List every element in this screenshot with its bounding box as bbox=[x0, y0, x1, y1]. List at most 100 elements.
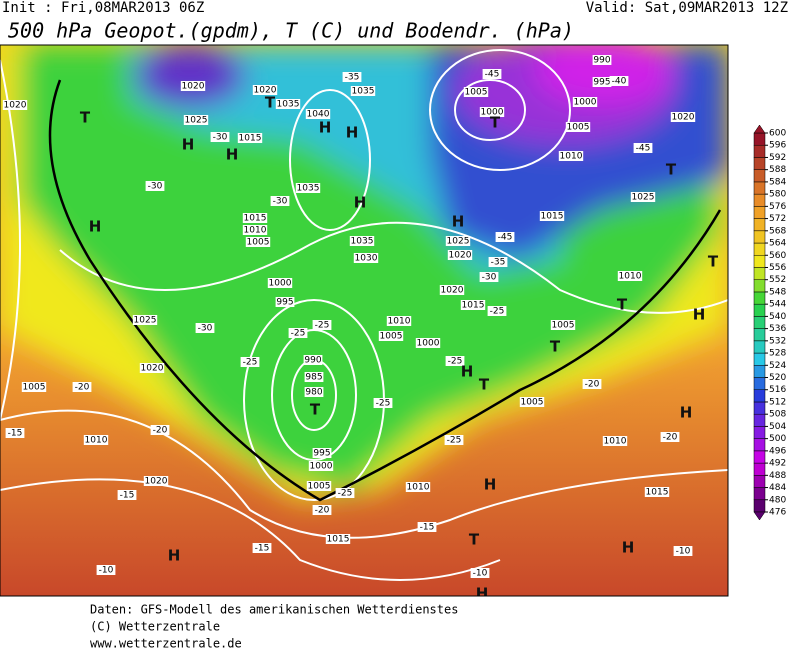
label-box bbox=[470, 568, 490, 578]
isoline-label: 1010 bbox=[407, 483, 430, 493]
colorbar-label: 552 bbox=[769, 275, 786, 285]
colorbar-label: 500 bbox=[769, 434, 786, 444]
label-box bbox=[592, 77, 612, 87]
isoline-label: 1015 bbox=[462, 301, 485, 311]
isoline-label: 1010 bbox=[244, 226, 267, 236]
label-box bbox=[312, 320, 332, 330]
label-box bbox=[143, 476, 169, 486]
pressure-center: H bbox=[622, 539, 635, 557]
colorbar-label: 564 bbox=[769, 239, 786, 249]
label-box bbox=[558, 151, 584, 161]
pressure-center: T bbox=[490, 114, 501, 132]
isoline-label: 980 bbox=[305, 388, 322, 398]
pressure-center: T bbox=[479, 376, 490, 394]
colorbar-label: 508 bbox=[769, 410, 786, 420]
isoline-label: 1010 bbox=[560, 152, 583, 162]
label-box bbox=[245, 237, 271, 247]
isoline-label: -10 bbox=[676, 547, 691, 557]
label-box bbox=[350, 86, 376, 96]
colorbar-label: 536 bbox=[769, 324, 786, 334]
isoline-label: -20 bbox=[315, 506, 330, 516]
colorbar-label: 584 bbox=[769, 177, 786, 187]
colorbar-label: 568 bbox=[769, 226, 786, 236]
colorbar-cell bbox=[753, 487, 766, 501]
isoline-label: 1000 bbox=[481, 108, 504, 118]
colorbar-cell bbox=[753, 389, 766, 403]
isoline-label: 1015 bbox=[239, 134, 262, 144]
colorbar-label: 476 bbox=[769, 508, 786, 518]
isoline-label: 1025 bbox=[185, 116, 208, 126]
label-box bbox=[295, 183, 321, 193]
label-box bbox=[195, 323, 215, 333]
label-box bbox=[252, 85, 278, 95]
label-box bbox=[444, 435, 464, 445]
isoline-label: 995 bbox=[593, 78, 610, 88]
label-box bbox=[242, 213, 268, 223]
isoline-label: 990 bbox=[304, 356, 321, 366]
isoline-label: -20 bbox=[585, 380, 600, 390]
colorbar-label: 492 bbox=[769, 459, 786, 469]
label-box bbox=[415, 338, 441, 348]
isoline-label: -25 bbox=[243, 358, 258, 368]
isoline-label: 1005 bbox=[247, 238, 270, 248]
label-box bbox=[617, 271, 643, 281]
isoline-label: 1000 bbox=[269, 279, 292, 289]
valid-time: Valid: Sat,09MAR2013 12Z bbox=[586, 0, 788, 16]
isoline-label: 1000 bbox=[574, 98, 597, 108]
label-box bbox=[349, 236, 375, 246]
label-box bbox=[275, 99, 301, 109]
footer-line: Daten: GFS-Modell des amerikanischen Wet… bbox=[90, 603, 458, 617]
colorbar-cell bbox=[753, 438, 766, 452]
label-box bbox=[660, 432, 680, 442]
label-box bbox=[72, 382, 92, 392]
isoline-label: -45 bbox=[636, 144, 651, 154]
colorbar-cell bbox=[753, 450, 766, 464]
label-box bbox=[335, 488, 355, 498]
isoline-label: 990 bbox=[593, 56, 610, 66]
isoline-label: 1015 bbox=[541, 212, 564, 222]
isoline-label: 1035 bbox=[277, 100, 300, 110]
isoline-label: 1015 bbox=[244, 214, 267, 224]
isoline-label: -45 bbox=[485, 70, 500, 80]
label-box bbox=[96, 565, 116, 575]
isoline-label: 1035 bbox=[352, 87, 375, 97]
label-box bbox=[572, 97, 598, 107]
isoline-label: 1005 bbox=[308, 482, 331, 492]
label-box bbox=[312, 505, 332, 515]
colorbar-cell bbox=[753, 413, 766, 427]
colorbar-cell bbox=[753, 316, 766, 329]
colorbar-cell bbox=[753, 303, 766, 317]
purple-zone-nw bbox=[135, 45, 245, 107]
label-box bbox=[582, 379, 602, 389]
label-box bbox=[539, 211, 565, 221]
label-box bbox=[150, 425, 170, 435]
isoline-label: 1015 bbox=[327, 535, 350, 545]
colorbar: 476 480 484 488 492 496 500 504 508 512 516 520 524 5… bbox=[753, 124, 786, 521]
isoline-label: -20 bbox=[153, 426, 168, 436]
colorbar-tip bbox=[753, 511, 766, 521]
pressure-center: T bbox=[469, 531, 480, 549]
isoline-label: 985 bbox=[305, 373, 322, 383]
isoline-label: 1010 bbox=[619, 272, 642, 282]
colorbar-cell bbox=[753, 475, 766, 488]
label-box bbox=[306, 481, 332, 491]
colorbar-label: 596 bbox=[769, 141, 786, 151]
isoline-label: -15 bbox=[120, 491, 135, 501]
colorbar-label: 592 bbox=[769, 153, 786, 163]
label-box bbox=[312, 448, 332, 458]
colorbar-label: 544 bbox=[769, 300, 786, 310]
isoline-label: 1020 bbox=[449, 251, 472, 261]
label-box bbox=[447, 250, 473, 260]
map-title: 500 hPa Geopot.(gpdm), T (C) und Bodendr… bbox=[8, 19, 574, 43]
colorbar-label: 504 bbox=[769, 422, 786, 432]
isoline-label: -25 bbox=[448, 357, 463, 367]
isoline-label: -30 bbox=[482, 273, 497, 283]
pressure-center: H bbox=[182, 136, 195, 154]
colorbar-label: 480 bbox=[769, 495, 786, 505]
colorbar-cell bbox=[753, 377, 766, 390]
label-box bbox=[145, 181, 165, 191]
label-box bbox=[2, 100, 28, 110]
isoline-label: 1005 bbox=[552, 321, 575, 331]
isoline-label: 1025 bbox=[632, 193, 655, 203]
